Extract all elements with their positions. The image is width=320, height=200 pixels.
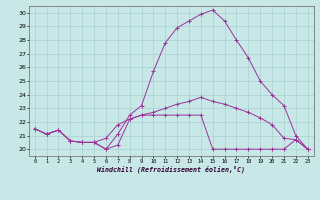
X-axis label: Windchill (Refroidissement éolien,°C): Windchill (Refroidissement éolien,°C) (97, 166, 245, 173)
